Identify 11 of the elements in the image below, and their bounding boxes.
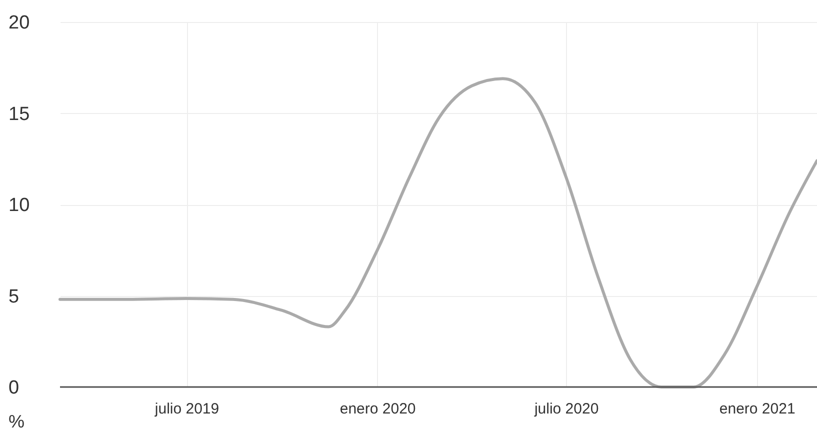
x-tick-label: julio 2019 [154, 400, 220, 418]
y-tick-label: 10 [8, 195, 30, 216]
y-tick-label: 15 [8, 104, 30, 125]
y-tick-label: 20 [8, 12, 30, 34]
y-tick-label: 0 [8, 378, 20, 398]
x-tick-label: enero 2021 [719, 400, 796, 418]
x-tick-label: julio 2020 [533, 400, 599, 418]
y-tick-label: 5 [8, 286, 20, 308]
line-series [58, 77, 817, 388]
x-tick-label: enero 2020 [340, 400, 416, 418]
y-axis-title: % [8, 412, 25, 432]
